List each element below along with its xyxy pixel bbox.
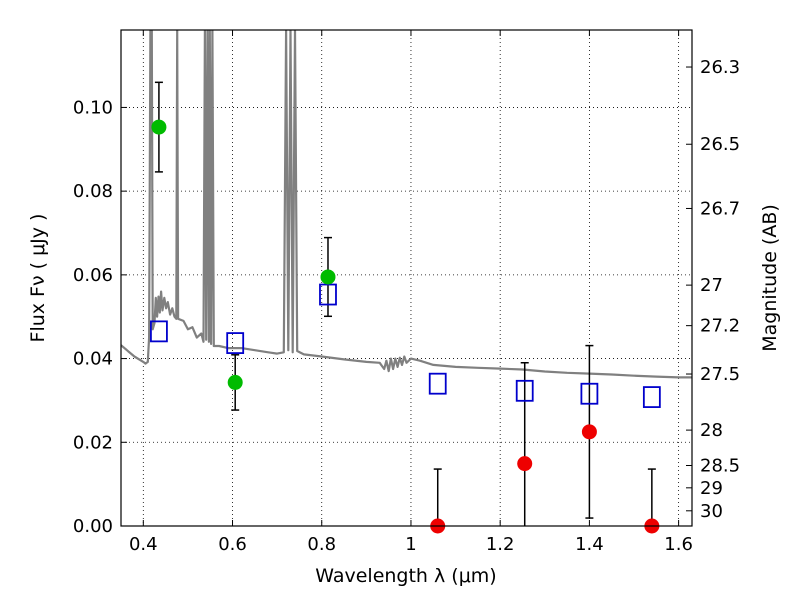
y-tick-label: 0.08	[73, 181, 113, 202]
model-photometry-point	[150, 320, 168, 343]
x-tick-label: 0.4	[129, 534, 158, 555]
model-photometry-point	[226, 332, 245, 354]
flux-limit-point	[517, 456, 533, 472]
y2-tick-label: 30	[700, 501, 723, 522]
y2-tick-label: 26.7	[700, 198, 740, 219]
x-tick-label: 1	[405, 534, 416, 555]
y2-tick-label: 28	[700, 420, 723, 441]
y-tick-label: 0.10	[73, 97, 113, 118]
y2-axis-label: Magnitude (AB)	[759, 204, 781, 352]
y2-tick-label: 27	[700, 275, 723, 296]
y2-tick-label: 28.5	[700, 455, 740, 476]
model-photometry-point	[319, 283, 337, 306]
y2-tick-label: 26.3	[700, 57, 740, 78]
flux-detection-point	[151, 119, 167, 135]
x-axis-label: Wavelength λ (μm)	[315, 565, 496, 587]
y-tick-label: 0.00	[73, 516, 113, 537]
flux-detection-point	[227, 374, 243, 390]
model-photometry-point	[642, 386, 661, 408]
x-tick-label: 1.2	[486, 534, 515, 555]
x-tick-label: 0.6	[218, 534, 247, 555]
y2-tick-label: 27.5	[700, 364, 740, 385]
y-tick-label: 0.04	[73, 349, 113, 370]
x-tick-label: 1.4	[575, 534, 604, 555]
y2-tick-label: 26.5	[700, 134, 740, 155]
sed-curve	[121, 30, 692, 379]
y2-tick-label: 29	[700, 478, 723, 499]
y2-tick-label: 27.2	[700, 316, 740, 337]
y-tick-label: 0.02	[73, 432, 113, 453]
axes: 0.4 0.6 0.8 1 1.2 1.4 1.6 0.00 0.02 0.04 0.06 0.08 0…	[73, 30, 740, 555]
plot-area	[121, 30, 692, 379]
x-tick-label: 1.6	[664, 534, 693, 555]
y-tick-label: 0.06	[73, 265, 113, 286]
flux-detection-point	[320, 269, 336, 285]
plot-frame	[120, 29, 693, 527]
flux-limit-point	[581, 424, 597, 440]
model-photometry-point	[428, 372, 447, 395]
model-photometry-point	[580, 382, 599, 405]
x-tick-label: 0.8	[307, 534, 336, 555]
model-photometry-point	[515, 379, 534, 402]
y-axis-label: Flux Fν ( μJy )	[27, 214, 49, 343]
